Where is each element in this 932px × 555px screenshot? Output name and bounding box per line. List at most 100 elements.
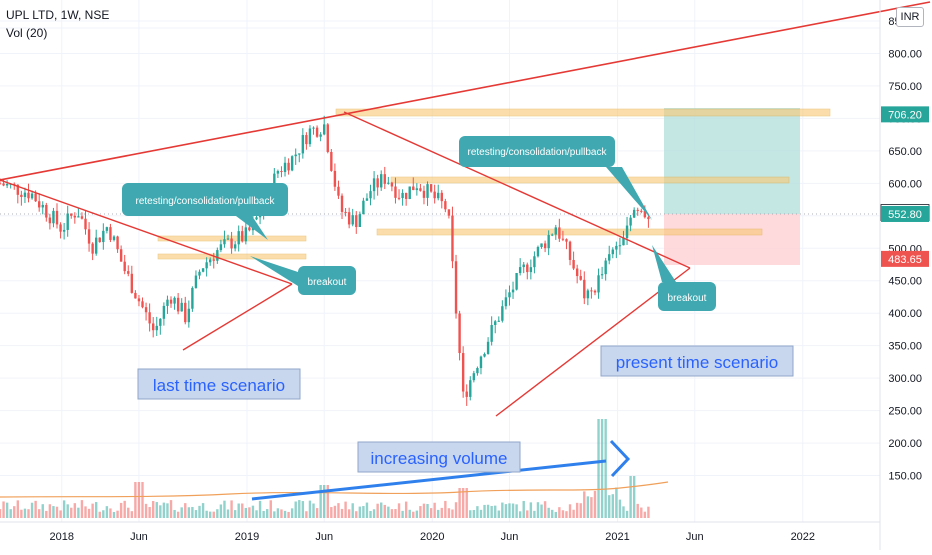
volume-bar — [472, 510, 476, 518]
candle-body — [583, 279, 586, 299]
volume-bar — [568, 504, 572, 518]
candle-body — [226, 238, 230, 240]
candle-body — [301, 135, 305, 154]
volume-bar — [383, 504, 386, 518]
volume-bar — [458, 488, 461, 518]
volume-bar — [180, 507, 183, 518]
candle-body — [102, 230, 105, 243]
candle-body — [209, 259, 212, 263]
volume-bar — [572, 509, 575, 518]
candle-body — [586, 290, 590, 299]
candle-body — [454, 261, 458, 314]
candle-body — [465, 391, 468, 397]
volume-bar — [244, 507, 248, 518]
volume-bar — [176, 511, 180, 518]
volume-bar — [447, 508, 451, 518]
volume-bar — [166, 503, 169, 518]
candle-body — [611, 249, 614, 255]
candle-body — [255, 217, 258, 220]
volume-bar — [112, 511, 116, 518]
candle-body — [48, 217, 52, 224]
candle-body — [169, 299, 173, 304]
volume-bar — [144, 503, 148, 518]
candle-body — [84, 218, 87, 230]
time-tick-label: Jun — [686, 531, 704, 543]
price-label-text: 706.20 — [888, 109, 922, 121]
price-tick-label: 800.00 — [888, 48, 922, 60]
callout-text: retesting/consolidation/pullback — [468, 147, 608, 158]
candle-body — [511, 289, 515, 293]
candle-body — [187, 308, 191, 323]
volume-bar — [41, 504, 44, 518]
candle-body — [515, 273, 518, 290]
candle-body — [290, 156, 294, 171]
volume-bar — [376, 503, 379, 518]
volume-bar — [337, 503, 340, 518]
volume-bar — [109, 508, 112, 518]
candle-body — [312, 127, 315, 129]
candle-body — [201, 268, 205, 272]
volume-bar — [647, 506, 650, 518]
volume-bar — [415, 510, 419, 518]
candle-body — [429, 184, 433, 192]
volume-bar — [226, 509, 230, 518]
candle-body — [244, 227, 248, 242]
volume-bar — [315, 508, 319, 518]
candle-body — [347, 212, 351, 225]
candle-body — [380, 174, 383, 188]
volume-bar — [169, 500, 173, 518]
volume-bar — [543, 501, 547, 518]
volume-bar — [119, 502, 123, 518]
candle-body — [508, 292, 511, 298]
volume-bar — [30, 502, 34, 518]
candle-body — [173, 297, 176, 304]
candle-body — [494, 321, 497, 325]
price-axis[interactable]: 850.00800.00750.00700.00650.00600.00550.… — [888, 16, 922, 483]
candle-body — [565, 239, 568, 242]
volume-bar — [134, 482, 137, 518]
volume-bar — [394, 509, 397, 518]
candle-body — [469, 380, 472, 397]
volume-bar — [590, 497, 593, 518]
volume-bar — [483, 504, 486, 518]
candle-body — [248, 227, 251, 231]
volume-bar — [355, 511, 358, 518]
candle-body — [237, 231, 240, 245]
volume-bar — [205, 510, 208, 518]
price-tick-label: 300.00 — [888, 373, 922, 385]
candle-body — [568, 241, 572, 260]
volume-bar — [465, 488, 468, 518]
volume-bar — [23, 508, 27, 518]
volume-bar — [216, 509, 219, 518]
candle-body — [490, 324, 493, 342]
callout-pointer — [250, 256, 298, 286]
candle-body — [116, 236, 119, 250]
candle-body — [166, 299, 169, 306]
candle-body — [205, 262, 208, 269]
currency-button[interactable]: INR — [896, 7, 924, 27]
candle-body — [526, 264, 529, 273]
candle-body — [518, 267, 522, 274]
volume-bar — [529, 502, 533, 518]
candle-body — [223, 239, 226, 245]
price-tick-label: 450.00 — [888, 276, 922, 288]
candle-body — [308, 128, 312, 145]
volume-bar — [433, 502, 436, 518]
candle-body — [458, 313, 461, 354]
volume-bar — [141, 482, 144, 518]
candle-body — [501, 306, 504, 321]
volume-bar — [387, 506, 390, 518]
time-axis[interactable]: 2018 Jun 2019 Jun 2020 Jun 2021 Jun 2022 — [50, 531, 816, 543]
volume-bar — [34, 500, 37, 518]
candle-body — [629, 217, 632, 226]
volume-indicator-title[interactable]: Vol (20) — [6, 26, 48, 40]
symbol-title[interactable]: UPL LTD, 1W, NSE — [6, 8, 110, 22]
volume-bar — [422, 503, 426, 518]
candle-body — [77, 216, 80, 218]
volume-bar — [305, 511, 308, 518]
candle-body — [62, 229, 66, 232]
volume-bar — [461, 488, 465, 518]
volume-bar — [486, 504, 490, 518]
